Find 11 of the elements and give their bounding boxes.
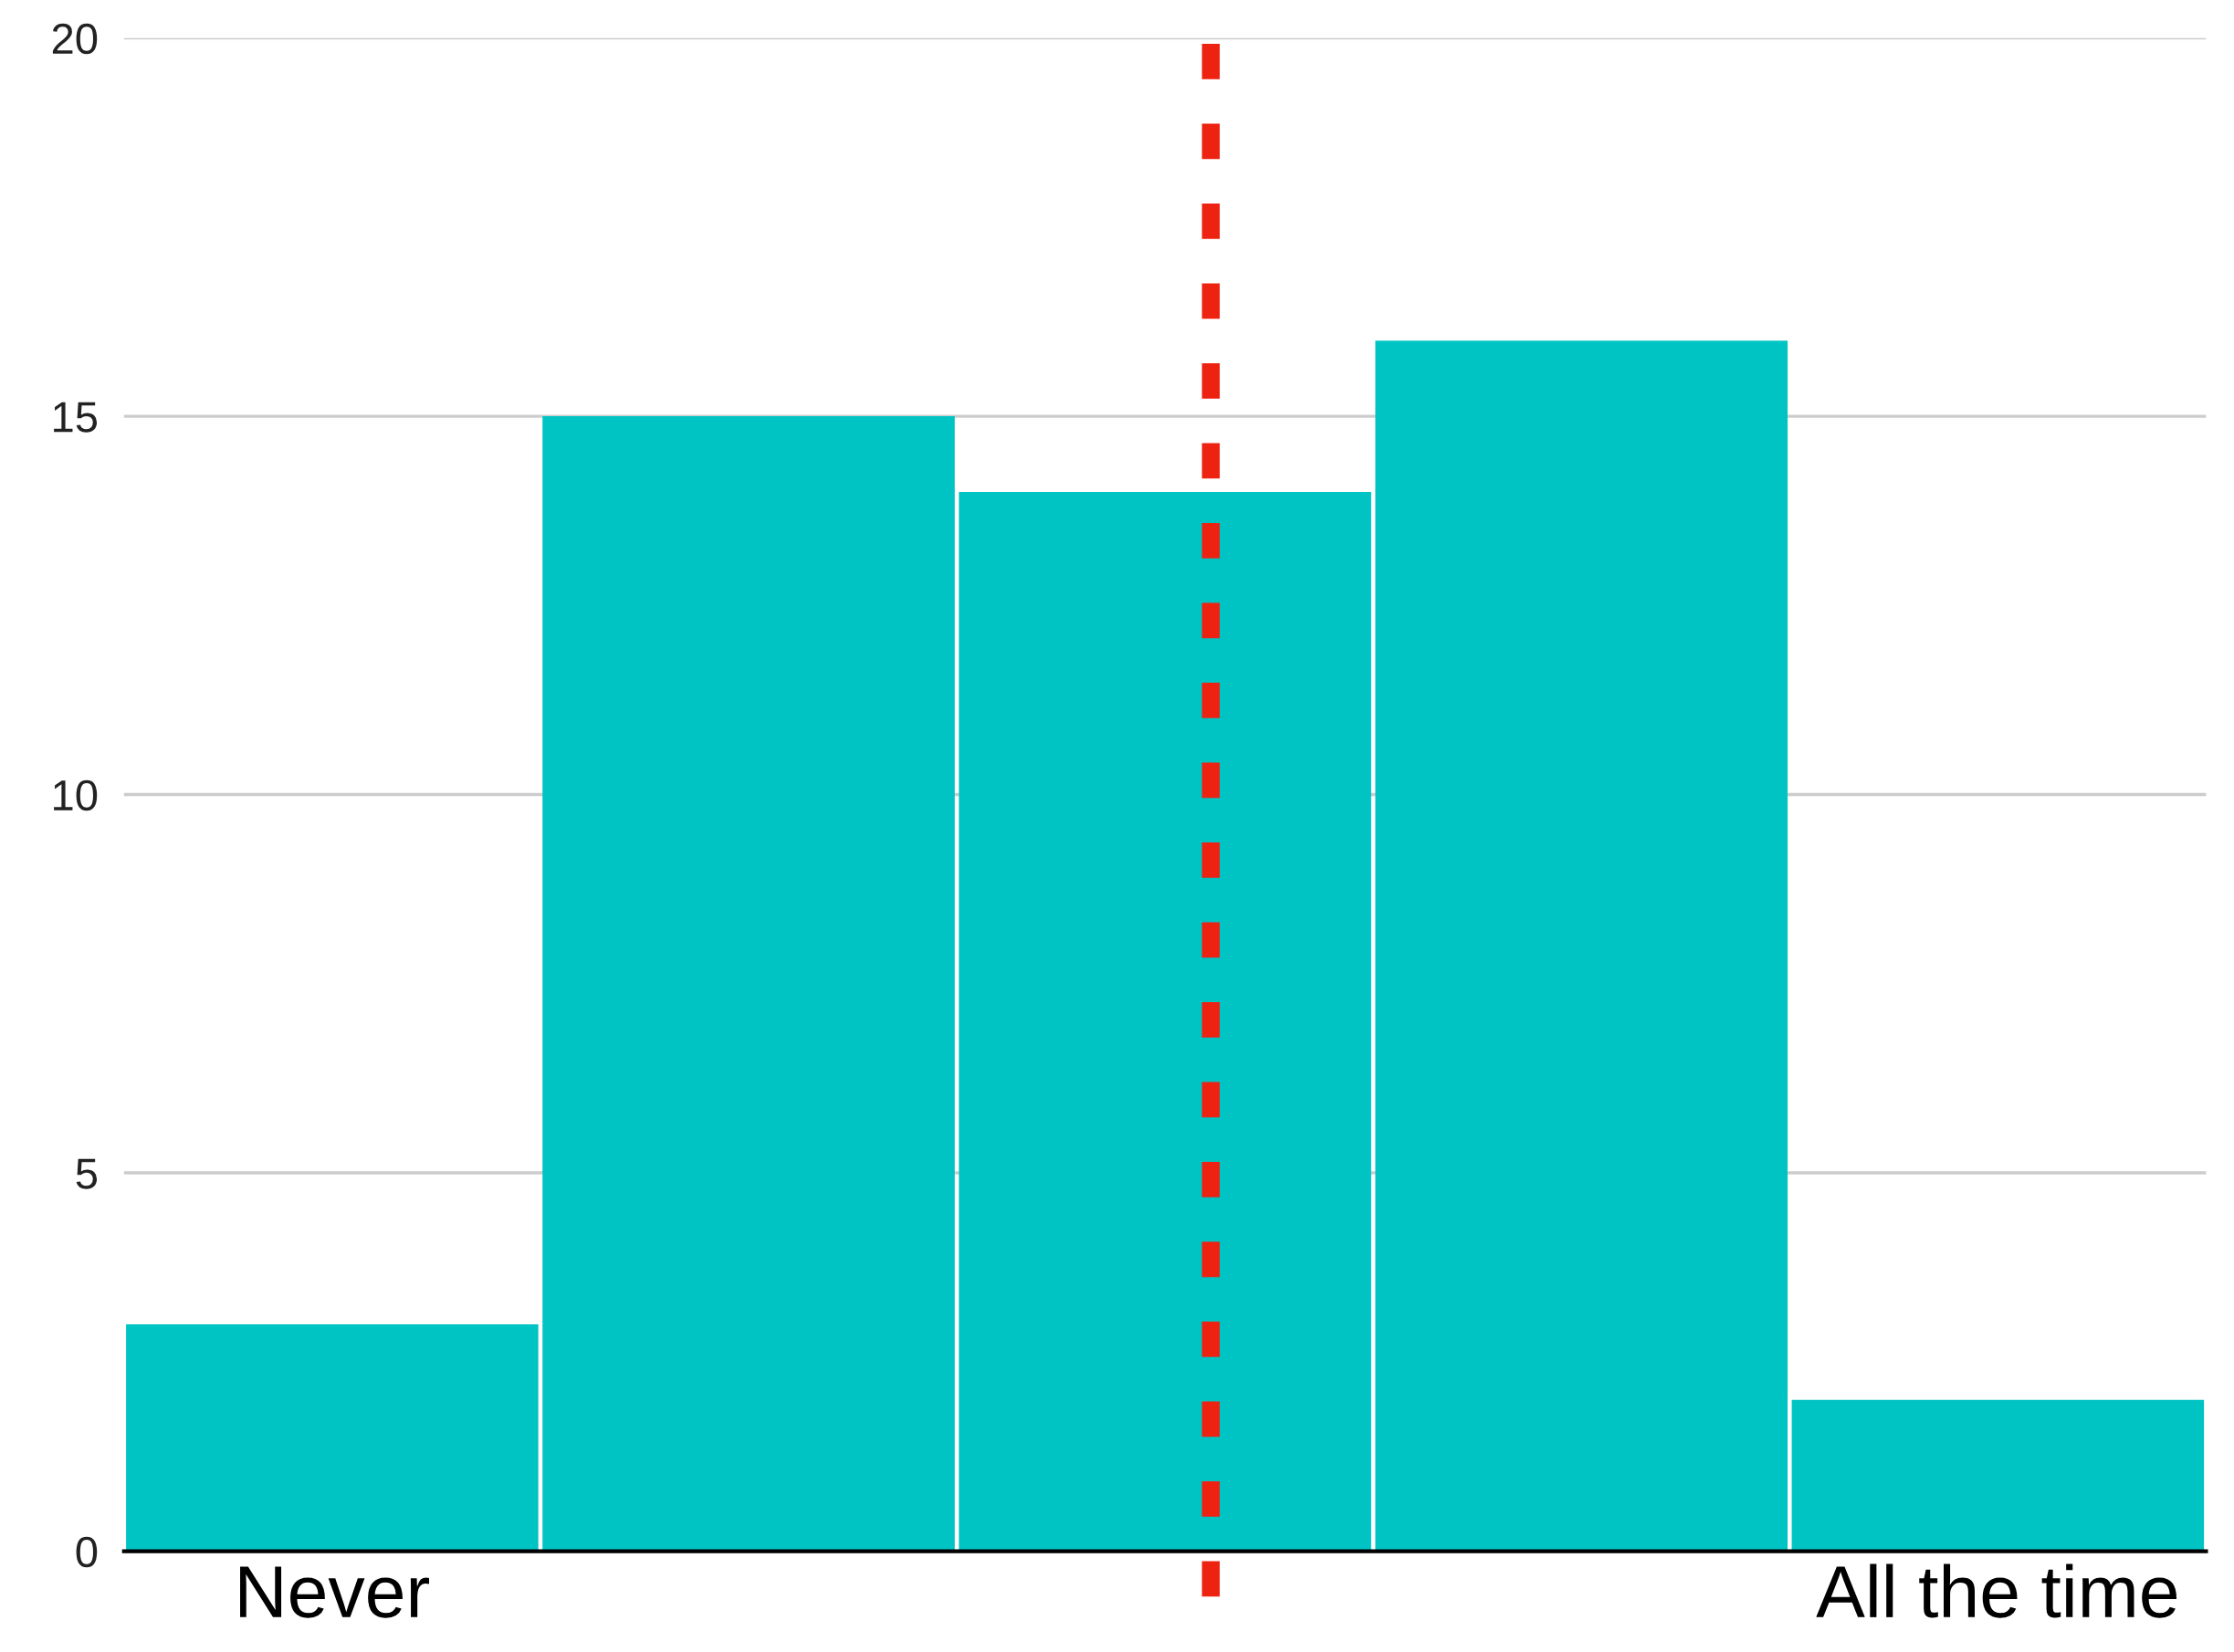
x-tick-label: Never (240, 1566, 429, 1618)
bar (126, 1323, 539, 1552)
y-tick-label: 5 (76, 1158, 98, 1189)
y-tick-label: 0 (76, 1536, 98, 1568)
bar (1791, 1399, 2205, 1552)
y-tick-label: 20 (52, 23, 98, 55)
bar (542, 416, 955, 1552)
bar (1375, 340, 1788, 1552)
x-tick-label: All the time (1816, 1563, 2177, 1618)
y-tick-label: 15 (54, 402, 98, 433)
y-tick-label: 10 (54, 779, 98, 811)
